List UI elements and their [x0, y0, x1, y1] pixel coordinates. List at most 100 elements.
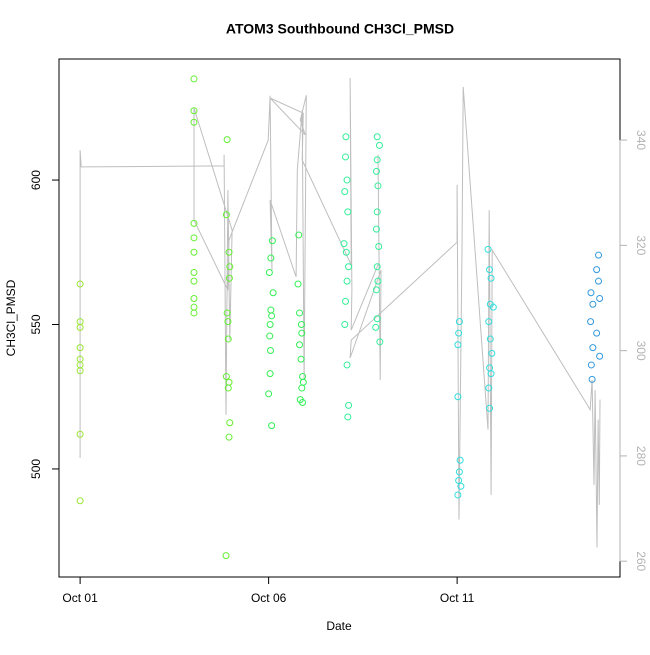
point — [190, 248, 198, 256]
point — [190, 107, 198, 115]
point — [595, 251, 603, 259]
point — [190, 75, 198, 83]
point — [454, 491, 462, 499]
x-tick-label: Oct 06 — [251, 591, 287, 605]
point — [587, 289, 595, 297]
point — [487, 370, 495, 378]
point — [373, 263, 381, 271]
point — [486, 335, 494, 343]
point — [343, 176, 351, 184]
point — [345, 263, 353, 271]
point — [76, 497, 84, 505]
point — [375, 242, 383, 250]
point — [373, 156, 381, 164]
point — [296, 341, 304, 349]
point — [190, 277, 198, 285]
point — [76, 280, 84, 288]
point — [372, 225, 380, 233]
point — [224, 318, 232, 326]
point — [190, 268, 198, 276]
point — [372, 167, 380, 175]
point — [454, 341, 462, 349]
point — [341, 188, 349, 196]
point — [295, 231, 303, 239]
y2-tick-label: 340 — [634, 130, 648, 150]
x-tick-label: Oct 11 — [440, 591, 475, 605]
y-tick-label: 550 — [29, 314, 43, 334]
point — [340, 240, 348, 248]
point — [265, 390, 273, 398]
point — [596, 294, 604, 302]
point — [224, 335, 232, 343]
y2-tick-label: 320 — [634, 235, 648, 255]
point — [222, 552, 230, 560]
point — [190, 219, 198, 227]
point — [376, 338, 384, 346]
point — [589, 300, 597, 308]
plot-box — [58, 58, 621, 578]
point — [487, 274, 495, 282]
point — [373, 315, 381, 323]
point — [455, 329, 463, 337]
x-tick-label: Oct 01 — [62, 591, 98, 605]
point — [298, 329, 306, 337]
point — [344, 208, 352, 216]
point — [486, 300, 494, 308]
point — [224, 384, 232, 392]
point — [267, 347, 275, 355]
point — [265, 268, 273, 276]
point — [266, 321, 274, 329]
y2-tick-label: 280 — [634, 446, 648, 466]
point — [76, 344, 84, 352]
point — [587, 361, 595, 369]
point — [190, 118, 198, 126]
point — [372, 286, 380, 294]
point — [268, 237, 276, 245]
point — [343, 277, 351, 285]
point — [375, 141, 383, 149]
point — [454, 393, 462, 401]
point — [588, 375, 596, 383]
point — [222, 211, 230, 219]
point — [190, 234, 198, 242]
point — [76, 323, 84, 331]
point — [190, 303, 198, 311]
point — [343, 361, 351, 369]
point — [298, 384, 306, 392]
point — [299, 378, 307, 386]
point — [372, 323, 380, 331]
point — [294, 280, 302, 288]
point — [297, 355, 305, 363]
point — [223, 309, 231, 317]
point — [268, 422, 276, 430]
point — [455, 468, 463, 476]
point — [342, 153, 350, 161]
point — [455, 318, 463, 326]
point — [226, 419, 234, 427]
point — [344, 413, 352, 421]
point — [222, 373, 230, 381]
point — [225, 248, 233, 256]
point — [268, 312, 276, 320]
y2-line — [79, 77, 601, 548]
point — [297, 321, 305, 329]
point — [190, 309, 198, 317]
point — [76, 367, 84, 375]
x-axis-label: Date — [326, 619, 352, 633]
chart-title: ATOM3 Southbound CH3Cl_PMSD — [226, 21, 454, 37]
point — [341, 321, 349, 329]
point — [266, 370, 274, 378]
point — [226, 263, 234, 271]
y2-tick-label: 260 — [634, 551, 648, 571]
point — [486, 404, 494, 412]
point — [374, 182, 382, 190]
point — [593, 266, 601, 274]
point — [373, 133, 381, 141]
point — [488, 349, 496, 357]
point — [223, 136, 231, 144]
y-tick-label: 500 — [29, 459, 43, 479]
y2-tick-label: 300 — [634, 341, 648, 361]
point — [485, 384, 493, 392]
